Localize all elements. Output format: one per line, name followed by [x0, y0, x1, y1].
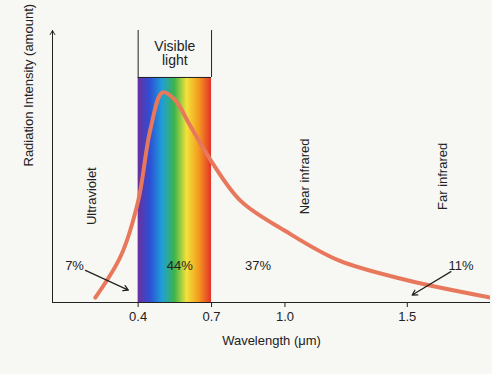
svg-text:Near infrared: Near infrared — [297, 138, 312, 214]
svg-text:11%: 11% — [449, 258, 474, 273]
svg-text:Far infrared: Far infrared — [435, 143, 450, 210]
svg-text:1.0: 1.0 — [276, 309, 294, 324]
svg-text:Visiblelight: Visiblelight — [154, 38, 195, 68]
svg-text:0.4: 0.4 — [129, 309, 147, 324]
svg-text:Radiation Intensity (amount): Radiation Intensity (amount) — [21, 4, 36, 167]
svg-text:37%: 37% — [245, 258, 271, 273]
svg-text:44%: 44% — [167, 258, 193, 273]
svg-text:7%: 7% — [65, 258, 84, 273]
svg-text:Wavelength (μm): Wavelength (μm) — [222, 333, 321, 348]
svg-text:1.5: 1.5 — [398, 309, 416, 324]
svg-text:0.7: 0.7 — [203, 309, 221, 324]
svg-text:Ultraviolet: Ultraviolet — [84, 167, 99, 225]
